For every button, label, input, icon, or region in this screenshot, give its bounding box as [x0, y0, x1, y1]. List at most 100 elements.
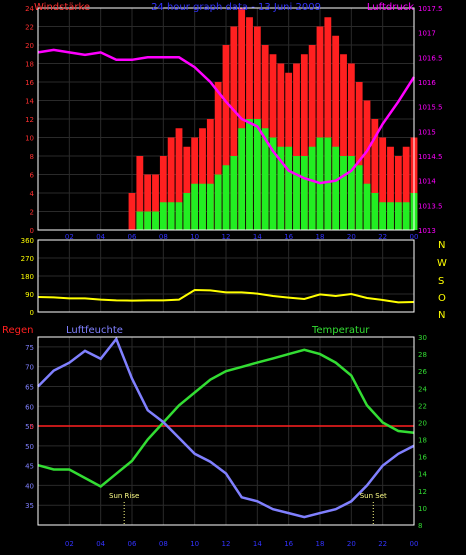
wind-average-bar [144, 211, 152, 230]
wind-average-bar [332, 146, 340, 230]
wind-tick-label: 0 [30, 227, 34, 235]
wind-tick-label: 24 [25, 5, 34, 13]
pressure-tick-label: 1014 [418, 178, 436, 186]
wind-tick-label: 16 [25, 79, 34, 87]
x-tick-label: 08 [159, 540, 168, 548]
time-axis: 02 04 06 08 10 12 14 16 18 20 22 00 [65, 233, 419, 241]
temperature-tick-label: 12 [418, 488, 427, 496]
wind-gust-bar [332, 35, 340, 230]
compass-label-west: W [437, 258, 447, 269]
wind-tick-label: 6 [30, 172, 35, 180]
temperature-tick-label: 10 [418, 505, 427, 513]
panel-frame [37, 7, 415, 231]
wind-gust-bar [293, 63, 300, 230]
wind-average-bar [159, 202, 167, 230]
temperature-tick-label: 8 [418, 522, 422, 530]
wind-gust-bar [136, 156, 144, 230]
sunset-label: Sun Set [360, 492, 387, 500]
pressure-tick-label: 1017 [418, 30, 436, 38]
wind-average-bar [363, 183, 371, 230]
x-tick-label: 20 [347, 540, 356, 548]
x-tick-label: 12 [222, 233, 231, 241]
wind-gust-bar [324, 17, 332, 230]
wind-average-bar [183, 193, 191, 230]
panel-frame [37, 239, 415, 313]
x-tick-label: 10 [190, 540, 199, 548]
compass-label-north: N [438, 240, 445, 251]
direction-tick-label: 360 [21, 237, 34, 245]
wind-gust-bar [363, 100, 371, 230]
wind-average-bar [394, 202, 402, 230]
pressure-tick-label: 1016 [418, 79, 436, 87]
wind-average-bar [347, 156, 355, 230]
humidity-y-axis: 35 40 45 50 55 60 65 70 75 [25, 344, 34, 510]
wind-gust-bar [199, 128, 206, 230]
humidity-tick-label: 50 [25, 443, 34, 451]
temperature-tick-label: 18 [418, 437, 427, 445]
wind-average-bar [277, 146, 285, 230]
wind-gust-bar [300, 54, 308, 230]
panel-frame [37, 336, 415, 526]
wind-gust-bar [394, 156, 402, 230]
wind-average-bar [340, 156, 347, 230]
wind-average-bar [387, 202, 394, 230]
wind-tick-label: 14 [25, 98, 34, 106]
wind-average-bar [269, 137, 277, 230]
wind-gust-bar [144, 174, 152, 230]
wind-gust-bar [316, 26, 324, 230]
wind-average-bar [222, 165, 230, 230]
wind-average-bar [214, 174, 222, 230]
wind-average-bar [300, 156, 308, 230]
wind-gust-bar [340, 54, 347, 230]
wind-tick-label: 18 [25, 61, 34, 69]
wind-average-bar [285, 146, 293, 230]
temperature-tick-label: 24 [418, 385, 427, 393]
humidity-tick-label: 40 [25, 482, 34, 490]
chart-title: 24 hour graph data - 13 Juni 2009 [151, 2, 321, 13]
wind-direction-panel: 0 90 180 270 360 N W S O N [21, 237, 447, 321]
wind-average-bar [379, 202, 387, 230]
temperature-tick-label: 28 [418, 351, 427, 359]
x-tick-label: 04 [96, 540, 105, 548]
time-axis: 02 04 06 08 10 12 14 16 18 20 22 00 [65, 540, 419, 548]
sun-markers: Sun Rise Sun Set [109, 492, 387, 525]
wind-gust-bar [175, 128, 183, 230]
wind-average-bar [402, 202, 410, 230]
wind-gust-bar [159, 156, 167, 230]
compass-label-east: O [438, 293, 446, 304]
x-tick-label: 04 [96, 233, 105, 241]
x-tick-label: 12 [222, 540, 231, 548]
wind-gust-bar [152, 174, 159, 230]
temperature-axis-title: Temperatur [311, 325, 370, 336]
temperature-tick-label: 30 [418, 334, 427, 342]
humidity-tick-label: 45 [25, 463, 34, 471]
direction-tick-label: 0 [30, 309, 34, 317]
humidity-tick-label: 75 [25, 344, 34, 352]
x-tick-label: 02 [65, 540, 74, 548]
direction-tick-label: 270 [21, 255, 34, 263]
wind-tick-label: 12 [25, 116, 34, 124]
wind-tick-label: 10 [25, 135, 34, 143]
x-tick-label: 22 [378, 233, 387, 241]
humidity-axis-title: Luftfeuchte [66, 325, 123, 336]
pressure-tick-label: 1017.5 [418, 5, 443, 13]
compass-label-north-2: N [438, 310, 445, 321]
x-tick-label: 16 [284, 233, 293, 241]
wind-average-bar [199, 183, 206, 230]
wind-average-bar [175, 202, 183, 230]
x-tick-label: 20 [347, 233, 356, 241]
humidity-tick-label: 35 [25, 502, 34, 510]
temperature-tick-label: 22 [418, 402, 427, 410]
direction-tick-label: 180 [21, 273, 34, 281]
wind-average-bar [206, 183, 214, 230]
pressure-tick-label: 1015.5 [418, 104, 443, 112]
x-tick-label: 00 [410, 540, 419, 548]
wind-tick-label: 4 [30, 190, 35, 198]
humidity-tick-label: 55 [25, 423, 34, 431]
humidity-temperature-panel: Sun Rise Sun Set 35 40 45 50 55 60 65 70 75 8 10 12… [2, 325, 427, 548]
pressure-tick-label: 1015 [418, 128, 436, 136]
wind-average-bar [293, 156, 300, 230]
compass-label-south: S [438, 276, 444, 287]
x-tick-label: 18 [316, 540, 325, 548]
